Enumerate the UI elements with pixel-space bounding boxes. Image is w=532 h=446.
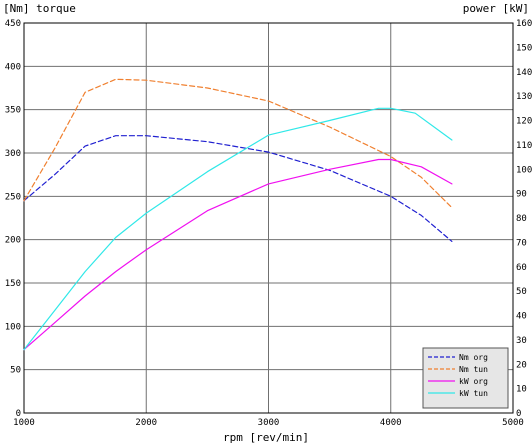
- y-right-tick-label: 130: [516, 92, 532, 102]
- y-right-tick-label: 0: [516, 409, 521, 419]
- grid: [24, 23, 513, 413]
- plot-frame: [23, 22, 514, 414]
- y-left-tick-label: 250: [5, 192, 21, 202]
- x-tick-label: 2000: [135, 418, 157, 428]
- y-right-tick-label: 110: [516, 141, 532, 151]
- y-right-tick-label: 160: [516, 19, 532, 29]
- right-axis-label: power [kW]: [463, 2, 529, 15]
- x-tick-label: 4000: [380, 418, 402, 428]
- y-right-tick-label: 100: [516, 165, 532, 175]
- y-left-tick-label: 0: [16, 409, 21, 419]
- series-line-nm-tun: [23, 78, 453, 209]
- y-left-tick-label: 350: [5, 106, 21, 116]
- y-right-tick-label: 70: [516, 238, 527, 248]
- legend-label-kw-org: kW org: [459, 377, 488, 386]
- y-left-tick-label: 150: [5, 279, 21, 289]
- y-left-tick-label: 100: [5, 322, 21, 332]
- y-left-tick-label: 200: [5, 236, 21, 246]
- y-right-tick-label: 20: [516, 360, 527, 370]
- x-tick-label: 3000: [258, 418, 280, 428]
- series-line-nm-org: [23, 135, 453, 242]
- legend-label-kw-tun: kW tun: [459, 389, 488, 398]
- legend-label-nm-tun: Nm tun: [459, 365, 488, 374]
- y-right-tick-label: 150: [516, 43, 532, 53]
- y-right-tick-label: 40: [516, 312, 527, 322]
- y-left-tick-label: 450: [5, 19, 21, 29]
- series-lines: [23, 78, 453, 351]
- y-left-tick-label: 300: [5, 149, 21, 159]
- x-tick-label: 5000: [502, 418, 524, 428]
- y-right-tick-label: 120: [516, 117, 532, 127]
- x-tick-label: 1000: [13, 418, 35, 428]
- y-right-tick-label: 50: [516, 287, 527, 297]
- y-right-tick-label: 30: [516, 336, 527, 346]
- y-right-tick-label: 80: [516, 214, 527, 224]
- legend: Nm org Nm tun kW org kW tun: [422, 347, 509, 409]
- y-right-tick-label: 90: [516, 190, 527, 200]
- legend-label-nm-org: Nm org: [459, 353, 488, 362]
- y-left-tick-label: 50: [10, 366, 21, 376]
- x-axis-label: rpm [rev/min]: [223, 431, 309, 444]
- y-right-tick-label: 140: [516, 68, 532, 78]
- y-right-tick-label: 60: [516, 263, 527, 273]
- series-line-kw-org: [23, 158, 453, 351]
- left-axis-label: [Nm] torque: [3, 2, 76, 15]
- y-left-tick-label: 400: [5, 62, 21, 72]
- y-right-tick-label: 10: [516, 385, 527, 395]
- legend-box: [422, 347, 509, 409]
- series-line-kw-tun: [23, 107, 453, 351]
